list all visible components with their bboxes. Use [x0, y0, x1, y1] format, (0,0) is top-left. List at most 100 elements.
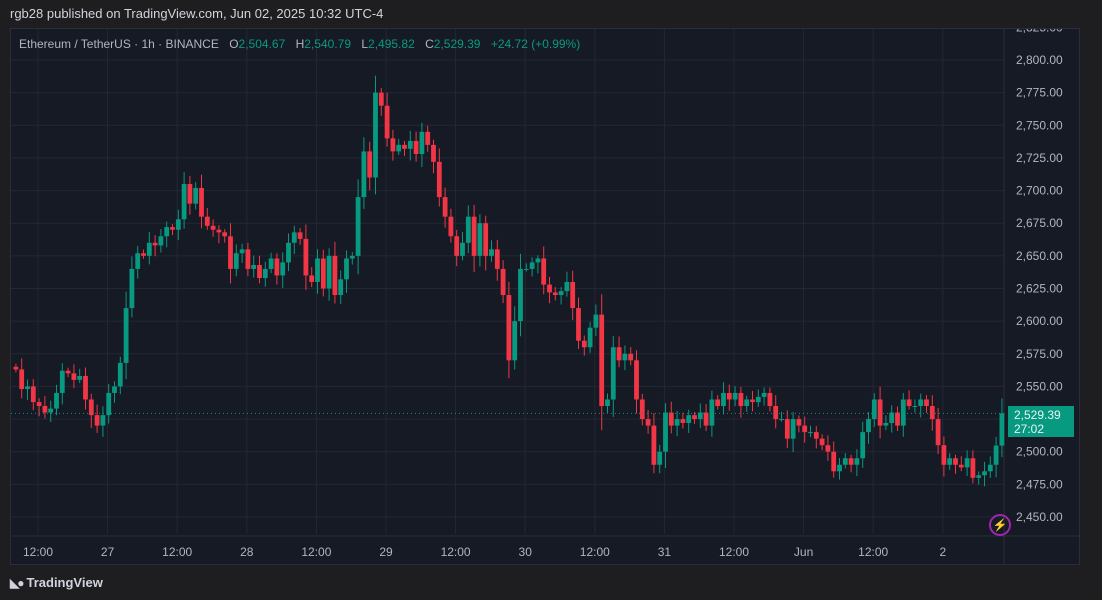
candle-body — [871, 399, 877, 420]
candle-body — [384, 105, 390, 139]
candle-body — [732, 392, 738, 400]
candle-body — [494, 249, 500, 269]
symbol-label[interactable]: Ethereum / TetherUS · 1h · BINANCE — [19, 37, 219, 51]
price-tick-label: 2,700.00 — [1016, 184, 1063, 198]
candle-body — [164, 227, 170, 237]
candle-body — [628, 353, 634, 361]
candle-body — [547, 284, 552, 293]
candle-body — [396, 144, 402, 152]
candle-body — [523, 268, 529, 270]
candle-body — [529, 262, 535, 269]
candle-body — [639, 399, 645, 420]
price-tick-label: 2,825.00 — [1016, 29, 1063, 34]
candle-body — [987, 464, 993, 472]
current-price-value: 2,529.39 — [1014, 408, 1061, 422]
tradingview-logo[interactable]: ◣● TradingView — [10, 575, 103, 590]
candle-body — [779, 419, 784, 421]
candle-body — [332, 255, 338, 296]
price-tick-label: 2,725.00 — [1016, 151, 1063, 165]
chart-panel[interactable]: Ethereum / TetherUS · 1h · BINANCE O2,50… — [10, 28, 1080, 565]
candle-body — [344, 258, 349, 280]
candle-body — [19, 369, 25, 390]
candle-body — [71, 373, 77, 380]
candle-body — [210, 225, 216, 230]
candle-body — [877, 399, 883, 426]
candle-body — [489, 249, 494, 256]
price-tick-label: 2,600.00 — [1016, 314, 1063, 328]
candle-body — [912, 406, 918, 408]
candle-body — [477, 223, 483, 256]
candle-body — [512, 321, 518, 361]
candle-body — [935, 419, 941, 446]
candle-body — [610, 347, 616, 400]
candle-body — [645, 419, 651, 426]
candle-body — [976, 475, 982, 478]
candle-body — [570, 281, 576, 309]
candle-body — [558, 291, 564, 296]
candlestick-chart[interactable]: 2,825.00 2,800.00 2,775.00 2,750.00 2,725.00… — [11, 29, 1080, 565]
candle-body — [964, 458, 970, 468]
candle-body — [117, 362, 123, 387]
candle-body — [518, 268, 523, 322]
candle-body — [686, 415, 692, 423]
candle-body — [170, 227, 175, 230]
candle-body — [535, 258, 541, 263]
close-label: C — [425, 37, 434, 51]
candle-body — [813, 432, 819, 439]
candle-body — [773, 406, 779, 420]
brand-name: TradingView — [26, 575, 103, 590]
candle-body — [593, 314, 599, 328]
candle-body — [709, 399, 715, 426]
current-price-label: 2,529.39 27:02 — [1008, 406, 1074, 437]
candle-body — [947, 458, 953, 465]
ohlc-legend: Ethereum / TetherUS · 1h · BINANCE O2,50… — [19, 37, 580, 51]
candle-body — [854, 458, 860, 465]
price-tick-label: 2,450.00 — [1016, 510, 1063, 524]
low-label: L — [361, 37, 369, 51]
candle-body — [634, 360, 639, 400]
candle-body — [262, 268, 268, 279]
candle-body — [692, 415, 697, 420]
candle-body — [245, 249, 251, 269]
candle-body — [941, 445, 947, 465]
candle-body — [460, 242, 465, 256]
candle-body — [605, 399, 610, 407]
candle-body — [77, 375, 83, 380]
candle-body — [274, 258, 280, 276]
candle-body — [726, 392, 732, 400]
low-value: 2,495.82 — [368, 37, 415, 51]
candle-body — [48, 408, 54, 413]
candle-body — [929, 406, 935, 420]
candle-body — [407, 140, 413, 149]
candle-body — [146, 242, 152, 256]
candle-body — [355, 197, 361, 256]
candle-body — [83, 375, 88, 400]
time-tick-label: Jun — [794, 545, 813, 559]
candle-body — [326, 255, 332, 289]
time-tick-label: 12:00 — [162, 545, 192, 559]
candle-body — [866, 419, 871, 433]
candle-body — [193, 187, 199, 204]
candle-body — [425, 131, 431, 145]
candle-body — [106, 392, 112, 416]
candle-body — [181, 184, 187, 220]
candle-body — [953, 458, 958, 465]
candle-body — [338, 279, 344, 296]
price-tick-label: 2,775.00 — [1016, 86, 1063, 100]
candle-body — [297, 232, 303, 239]
time-tick-label: 12:00 — [23, 545, 53, 559]
candle-body — [141, 253, 146, 256]
candle-body — [373, 92, 378, 178]
candle-body — [889, 412, 895, 423]
candle-body — [436, 161, 442, 198]
price-tick-label: 2,675.00 — [1016, 216, 1063, 230]
lightning-icon[interactable]: ⚡ — [989, 514, 1011, 536]
candle-body — [123, 308, 129, 363]
candle-body — [808, 432, 813, 434]
candle-body — [541, 258, 547, 285]
candle-body — [506, 295, 512, 361]
candle-body — [993, 445, 999, 465]
candle-body — [651, 425, 657, 465]
candle-body — [697, 412, 703, 420]
price-tick-label: 2,575.00 — [1016, 347, 1063, 361]
